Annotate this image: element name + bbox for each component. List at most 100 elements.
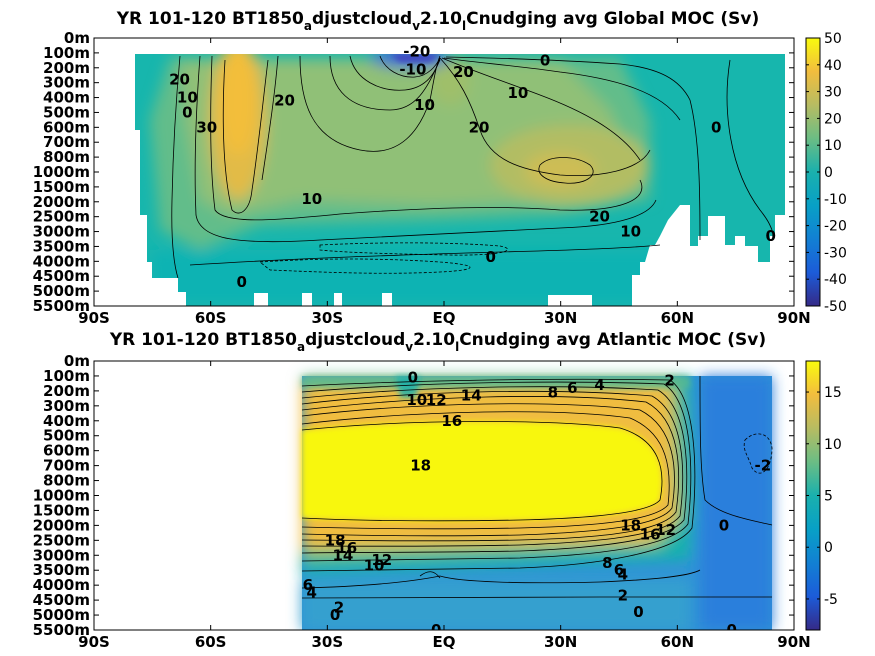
global-contour-0-south bbox=[171, 55, 181, 279]
global-y-tick-label: 2000m bbox=[33, 193, 90, 211]
atlantic-x-tick-label: 30S bbox=[311, 633, 343, 651]
atlantic-contour-label: 12 bbox=[655, 521, 676, 539]
atlantic-contour-6 bbox=[301, 381, 692, 562]
global-y-tick-label: 600m bbox=[43, 118, 90, 136]
global-contour-0-north bbox=[726, 59, 773, 231]
global-contour-0-aabw bbox=[258, 258, 471, 274]
atlantic-field-north bbox=[700, 376, 772, 630]
atlantic-contour-label: 6 bbox=[614, 561, 624, 579]
atlantic-y-axis: 0m100m200m300m400m500m600m700m800m1000m1… bbox=[33, 352, 794, 639]
atlantic-chart-title: YR 101-120 BT1850adjustcloudv2.10lCnudgi… bbox=[109, 330, 766, 354]
atlantic-contour-label: 2 bbox=[618, 587, 628, 605]
global-contour-label: 20 bbox=[453, 63, 474, 81]
global-x-tick-label: 90N bbox=[777, 309, 810, 327]
atlantic-contour-label: 0 bbox=[408, 368, 418, 386]
atlantic-y-tick-label: 600m bbox=[43, 442, 90, 460]
global-cell-neg-core bbox=[390, 54, 440, 62]
atlantic-contour-neg2 bbox=[743, 433, 773, 474]
atlantic-contour-label: 2 bbox=[334, 599, 344, 617]
global-contour-label: 0 bbox=[485, 248, 495, 266]
global-y-tick-label: 4000m bbox=[33, 252, 90, 270]
atlantic-contour-label: 12 bbox=[371, 551, 392, 569]
atlantic-y-tick-label: 1000m bbox=[33, 487, 90, 505]
atlantic-field-deep bbox=[302, 580, 690, 630]
atlantic-contour-label: 4 bbox=[594, 376, 604, 394]
atlantic-y-tick-label: 100m bbox=[43, 367, 90, 385]
global-colorbar-tick-label: 10 bbox=[824, 138, 842, 154]
atlantic-y-tick-label: 5000m bbox=[33, 606, 90, 624]
global-contour-label: 0 bbox=[765, 227, 775, 245]
global-contour-label: 0 bbox=[182, 103, 192, 121]
global-colorbar-tick-label: 50 bbox=[824, 31, 842, 47]
global-contour-10-mid bbox=[299, 55, 441, 152]
global-y-tick-label: 800m bbox=[43, 148, 90, 166]
global-contour-eq-b bbox=[441, 57, 641, 161]
atlantic-contour-label: 10 bbox=[364, 557, 385, 575]
atlantic-moc-panel: YR 101-120 BT1850adjustcloudv2.10lCnudgi… bbox=[33, 330, 842, 651]
global-colorbar-tick-label: -20 bbox=[824, 219, 847, 235]
atlantic-colorbar-ticks: 15 10 5 0 -5 bbox=[806, 385, 842, 608]
atlantic-contour-label: 0 bbox=[431, 621, 441, 639]
atlantic-y-tick-label: 0m bbox=[64, 352, 90, 370]
global-contour-label: 10 bbox=[177, 89, 198, 107]
atlantic-y-tick-label: 300m bbox=[43, 397, 90, 415]
global-contour-eq-c bbox=[443, 57, 681, 121]
global-contour-20-north bbox=[538, 157, 594, 184]
global-contour-neg20 bbox=[379, 55, 441, 78]
atlantic-contour-label: 8 bbox=[548, 383, 558, 401]
atlantic-y-tick-label: 200m bbox=[43, 382, 90, 400]
global-colorbar-tick-label: 30 bbox=[824, 85, 842, 101]
global-y-tick-label: 5500m bbox=[33, 297, 90, 315]
global-chart-title: YR 101-120 BT1850adjustcloudv2.10lCnudgi… bbox=[116, 9, 760, 33]
atlantic-y-tick-label: 700m bbox=[43, 457, 90, 475]
global-contour-neg10 bbox=[349, 55, 441, 91]
atlantic-contour-14 bbox=[301, 403, 675, 537]
global-contour-label: -20 bbox=[403, 42, 430, 60]
global-cell-deacon-core bbox=[220, 45, 256, 155]
global-contour-label: 10 bbox=[301, 190, 322, 208]
atlantic-contour-label: 6 bbox=[567, 379, 577, 397]
global-x-tick-label: EQ bbox=[433, 309, 456, 327]
atlantic-y-tick-label: 4000m bbox=[33, 576, 90, 594]
global-contour-20-ring bbox=[261, 55, 279, 181]
global-colorbar-tick-label: 0 bbox=[824, 165, 833, 181]
global-contour-10-south bbox=[194, 55, 657, 243]
global-contour-20-mid bbox=[329, 55, 441, 111]
atlantic-contour-4 bbox=[301, 378, 696, 572]
atlantic-y-tick-label: 1500m bbox=[33, 501, 90, 519]
global-contours bbox=[171, 55, 773, 279]
atlantic-contours bbox=[301, 375, 773, 599]
atlantic-contour-label: 16 bbox=[441, 412, 462, 430]
global-x-tick-label: 90S bbox=[78, 309, 110, 327]
global-colorbar-tick-label: -10 bbox=[824, 192, 847, 208]
global-contour-30-south bbox=[222, 59, 269, 214]
global-contour-label: 20 bbox=[274, 92, 295, 110]
atlantic-contour-2 bbox=[301, 569, 701, 589]
atlantic-colorbar-tick-label: 0 bbox=[824, 540, 833, 556]
global-contour-label: 30 bbox=[196, 118, 217, 136]
global-x-tick-label: 60N bbox=[661, 309, 694, 327]
global-x-tick-label: 60S bbox=[195, 309, 227, 327]
atlantic-y-tick-label: 500m bbox=[43, 427, 90, 445]
atlantic-y-tick-label: 2500m bbox=[33, 531, 90, 549]
atlantic-x-tick-label: 30N bbox=[544, 633, 577, 651]
global-colorbar-tick-label: -40 bbox=[824, 272, 847, 288]
atlantic-contour-16 bbox=[301, 411, 670, 530]
atlantic-contour-label: 18 bbox=[620, 516, 641, 534]
global-contour-20-south bbox=[210, 55, 643, 221]
global-y-tick-label: 2500m bbox=[33, 208, 90, 226]
atlantic-colorbar-tick-label: 15 bbox=[824, 385, 842, 401]
global-contour-label: 0 bbox=[711, 118, 721, 136]
atlantic-x-tick-label: 60S bbox=[195, 633, 227, 651]
atlantic-contour-label: 16 bbox=[336, 539, 357, 557]
global-contour-label: 20 bbox=[589, 208, 610, 226]
atlantic-contour-label: 16 bbox=[640, 525, 661, 543]
atlantic-contour-label: -2 bbox=[755, 457, 772, 475]
atlantic-contour-label: 2 bbox=[664, 371, 674, 389]
atlantic-contour-label: 4 bbox=[307, 584, 317, 602]
global-moc-panel: YR 101-120 BT1850adjustcloudv2.10lCnudgi… bbox=[33, 9, 847, 327]
global-contour-eq-a bbox=[439, 57, 651, 176]
